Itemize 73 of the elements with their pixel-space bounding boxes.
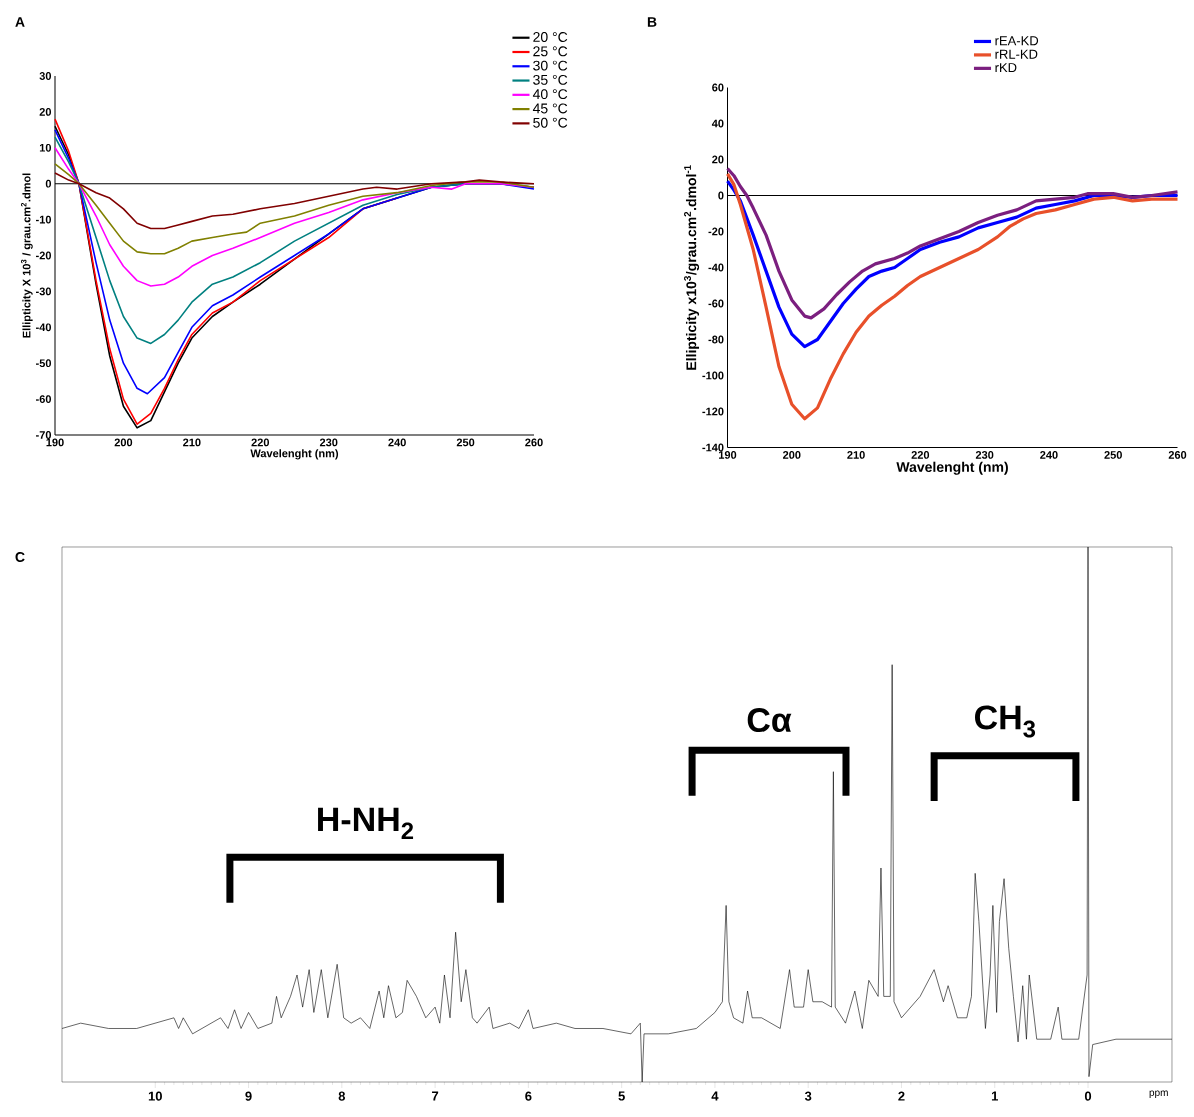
x-tick-label: 10 (148, 1091, 162, 1101)
x-tick-label: 0 (1084, 1091, 1092, 1101)
x-tick-label: 200 (782, 451, 801, 459)
y-axis-title: Ellipticity x10$^{3}$/grau.cm$^{2}$.dmol$^{-1}$ (684, 165, 700, 370)
y-tick-label: -40 (708, 263, 724, 272)
x-tick-label: 240 (388, 438, 406, 447)
legend-label: rEA-KD (995, 36, 1039, 46)
x-tick-label: 200 (114, 438, 133, 447)
y-tick-label: -60 (35, 395, 52, 403)
x-tick-label: 8 (338, 1091, 346, 1101)
x-tick-label: 1 (991, 1091, 999, 1101)
x-tick-label: 190 (46, 438, 64, 447)
x-tick-label: 240 (1040, 451, 1058, 459)
x-tick-label: 220 (251, 438, 269, 447)
y-tick-label: -20 (708, 227, 724, 236)
y-tick-label: -10 (35, 215, 52, 224)
y-tick-label: -100 (702, 371, 724, 380)
annotation: CH$_{3}$ (975, 705, 1036, 738)
x-axis-title: ppm (1149, 1090, 1168, 1098)
x-tick-label: 250 (456, 438, 475, 447)
x-tick-label: 210 (183, 438, 201, 447)
annotation: H-NH$_{2}$ (318, 807, 414, 840)
y-axis-title: Ellipticity X 10$^{3}$ / grau.cm$^{2}$.dmol (21, 173, 33, 338)
y-tick-label: -70 (35, 431, 52, 439)
x-tick-label: 250 (1104, 451, 1122, 459)
x-tick-label: 230 (319, 438, 338, 447)
legend-label: 25 °C (533, 46, 568, 57)
line-series (725, 172, 1180, 421)
x-tick-label: 2 (898, 1091, 905, 1101)
x-tick-label: 260 (1168, 451, 1187, 459)
x-tick-label: 9 (245, 1091, 252, 1101)
y-tick-label: 10 (39, 143, 52, 152)
chart-title: C (15, 552, 25, 562)
y-tick-label: 20 (39, 108, 52, 116)
y-tick-label: -60 (708, 299, 724, 308)
x-tick-label: 7 (432, 1091, 439, 1101)
y-tick-label: -50 (35, 359, 52, 368)
y-tick-label: -20 (35, 251, 52, 260)
y-tick-label: -120 (702, 407, 724, 416)
y-tick-label: 20 (712, 155, 724, 164)
chart-title: B (647, 17, 657, 27)
x-tick-label: 3 (804, 1091, 812, 1101)
x-axis-title: Wavelenght (nm) (250, 449, 339, 460)
y-tick-label: -40 (35, 323, 52, 332)
legend-label: 35 °C (533, 74, 568, 85)
legend-label: 40 °C (532, 89, 568, 100)
x-tick-label: 220 (911, 451, 930, 459)
x-axis-title: Wavelenght (nm) (896, 461, 1008, 475)
x-tick-label: 210 (847, 451, 865, 459)
y-tick-label: 60 (712, 83, 724, 92)
y-tick-label: -30 (35, 287, 52, 296)
line-series (54, 163, 535, 255)
y-tick-label: 0 (45, 179, 52, 188)
legend-label: rRL-KD (995, 49, 1038, 59)
legend-label: 20 °C (533, 32, 568, 43)
line-series (725, 166, 1180, 320)
chart-title: A (15, 17, 25, 27)
legend-label: rKD (995, 63, 1017, 73)
legend-label: 50 °C (533, 117, 568, 128)
legend-label: 30 °C (533, 60, 568, 71)
x-tick-label: 260 (525, 438, 543, 447)
x-tick-label: 4 (711, 1091, 719, 1101)
legend-label: 45 °C (532, 103, 568, 114)
annotation: Cα (747, 708, 792, 733)
y-tick-label: 30 (39, 72, 52, 80)
y-tick-label: 0 (718, 191, 724, 200)
y-tick-label: 40 (711, 119, 724, 128)
x-tick-label: 190 (719, 451, 737, 459)
x-tick-label: 6 (525, 1091, 532, 1101)
x-tick-label: 230 (975, 451, 994, 459)
y-tick-label: -140 (702, 443, 724, 452)
y-tick-label: -80 (708, 335, 724, 344)
x-tick-label: 5 (618, 1091, 625, 1101)
